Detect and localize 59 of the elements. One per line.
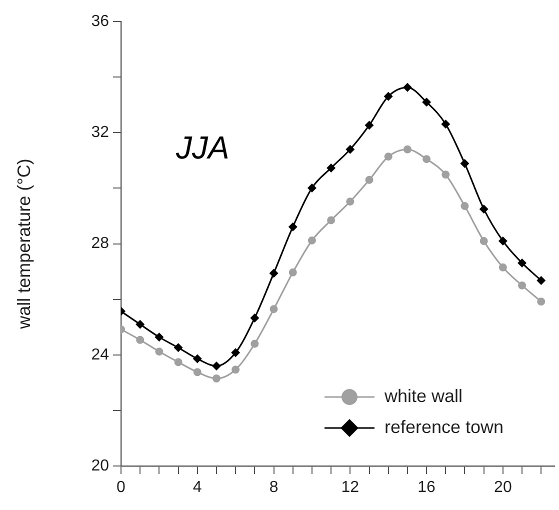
point — [498, 236, 508, 246]
point — [460, 159, 470, 168]
y-tick-label: 24 — [91, 346, 110, 364]
point — [212, 362, 221, 371]
y-tick-label: 32 — [91, 124, 110, 142]
point — [479, 204, 488, 214]
point — [231, 348, 240, 358]
x-tick-label: 12 — [341, 479, 360, 496]
point — [155, 348, 164, 356]
point — [346, 144, 355, 154]
point — [270, 305, 278, 314]
y-tick-label: 36 — [91, 13, 110, 30]
point — [288, 222, 298, 232]
point — [422, 98, 432, 107]
legend-label: white wall — [384, 386, 463, 406]
point — [154, 332, 164, 342]
point — [326, 163, 336, 172]
point — [460, 202, 469, 210]
legend-label: reference town — [384, 416, 504, 437]
point — [193, 368, 202, 376]
point — [536, 276, 546, 285]
x-tick-label: 4 — [192, 479, 202, 496]
y-axis-title: wall temperature (°C) — [14, 158, 34, 330]
y-tick-label: 28 — [91, 235, 110, 252]
point — [269, 268, 278, 278]
point — [384, 152, 392, 161]
point — [232, 366, 240, 374]
point — [136, 320, 145, 329]
y-tick-label: 20 — [91, 457, 110, 474]
point — [212, 374, 220, 383]
annotation: JJA — [175, 130, 230, 166]
point — [441, 120, 450, 129]
point — [174, 343, 183, 352]
point — [174, 358, 182, 366]
point — [327, 216, 336, 224]
point — [307, 183, 316, 192]
x-tick-label: 8 — [269, 479, 278, 496]
point — [346, 198, 354, 206]
x-tick-label: 0 — [116, 479, 126, 496]
point — [422, 155, 431, 164]
point — [364, 120, 374, 130]
point — [537, 298, 546, 306]
point — [250, 340, 259, 348]
x-tick-label: 16 — [418, 479, 436, 496]
point — [365, 176, 374, 184]
point — [136, 336, 144, 344]
point — [250, 313, 260, 322]
point — [402, 82, 412, 92]
point — [192, 354, 202, 364]
point — [480, 237, 488, 246]
point — [518, 281, 526, 290]
x-tick-label: 20 — [494, 479, 512, 496]
point — [518, 258, 527, 268]
point — [403, 145, 412, 154]
point — [308, 236, 316, 244]
point — [384, 92, 393, 101]
point — [442, 170, 450, 179]
point — [288, 268, 297, 276]
point — [498, 263, 507, 272]
